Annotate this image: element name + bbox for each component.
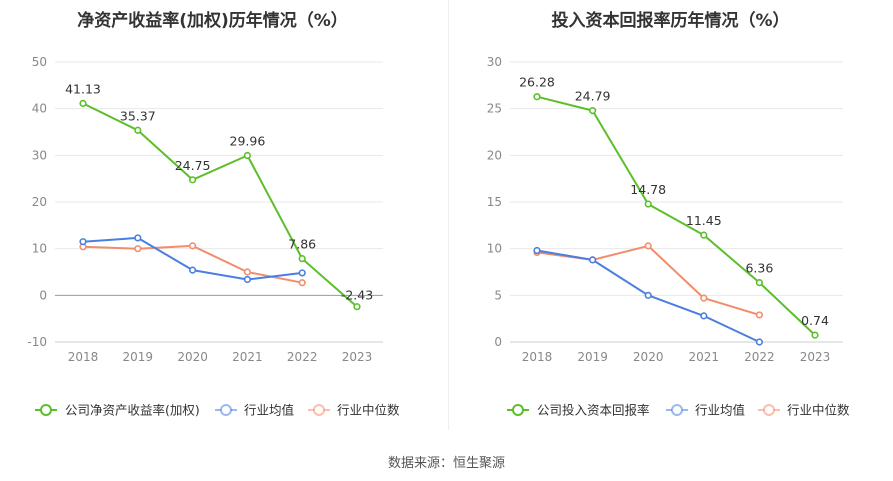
- data-label: 7.86: [288, 237, 316, 252]
- data-point: [298, 255, 306, 263]
- data-point: [243, 151, 251, 160]
- y-tick-label: 10: [32, 242, 47, 256]
- legend-label: 行业中位数: [787, 403, 850, 418]
- data-point: [79, 238, 87, 246]
- data-label: 0.74: [801, 313, 829, 328]
- data-point: [700, 312, 708, 320]
- x-tick-label: 2023: [800, 350, 831, 364]
- y-tick-label: 5: [494, 288, 502, 302]
- legend-label: 行业均值: [244, 403, 294, 418]
- data-point: [353, 303, 361, 311]
- data-point: [644, 200, 652, 208]
- data-point: [134, 126, 142, 134]
- legend-item-2: 行业中位数: [758, 403, 850, 418]
- chart-title-roic: 投入资本回报率历年情况（%）: [551, 11, 790, 31]
- data-label: 35.37: [120, 108, 156, 123]
- legend-item-2: 行业中位数: [308, 403, 400, 418]
- data-point: [644, 291, 652, 299]
- chart-0: -10 0 10 20 30 40 50 2018 2019 2020 2021 2022 2023 41…: [27, 55, 400, 418]
- data-point: [189, 242, 197, 250]
- data-point: [755, 338, 764, 346]
- chart-1: 0 5 10 15 20 25 30 2018 2019 2020 2021 2022 2023 26.2…: [487, 55, 850, 418]
- data-point: [134, 234, 142, 242]
- x-tick-label: 2019: [577, 350, 608, 364]
- data-point: [588, 107, 597, 115]
- legend-label: 行业均值: [695, 403, 745, 418]
- y-tick-label: 0: [39, 288, 47, 302]
- data-point: [298, 269, 306, 277]
- series-line-0: [536, 95, 816, 336]
- x-tick-label: 2021: [689, 350, 720, 364]
- chart-title-roe: 净资产收益率(加权)历年情况（%）: [77, 11, 348, 31]
- legend-marker-icon: [671, 404, 683, 416]
- series-line-0: [82, 102, 358, 308]
- y-tick-label: 20: [32, 195, 47, 209]
- legend-item-0: 公司投入资本回报率: [507, 403, 650, 418]
- x-tick-label: 2018: [522, 350, 553, 364]
- data-point: [243, 268, 251, 276]
- x-tick-label: 2020: [633, 350, 664, 364]
- x-tick-label: 2022: [744, 350, 775, 364]
- data-point: [700, 294, 708, 302]
- y-tick-label: 25: [487, 102, 502, 116]
- y-tick-label: 15: [487, 195, 502, 209]
- data-point: [134, 245, 142, 253]
- data-label: -2.43: [341, 288, 373, 303]
- legend-item-0: 公司净资产收益率(加权): [35, 403, 200, 418]
- data-label: 24.75: [175, 158, 211, 173]
- data-point: [298, 279, 306, 287]
- y-tick-label: 10: [487, 242, 502, 256]
- legend-marker-icon: [40, 404, 52, 416]
- data-point: [189, 176, 197, 184]
- data-label: 26.28: [519, 75, 555, 90]
- x-tick-label: 2018: [68, 350, 99, 364]
- data-label: 11.45: [686, 213, 722, 228]
- legend-label: 行业中位数: [337, 403, 400, 418]
- data-source-note: 数据来源：恒生聚源: [387, 456, 505, 471]
- data-point: [533, 93, 541, 101]
- legend-label: 公司净资产收益率(加权): [65, 403, 200, 418]
- x-tick-label: 2023: [342, 350, 373, 364]
- data-point: [755, 279, 764, 287]
- data-point: [755, 311, 764, 319]
- data-label: 14.78: [630, 182, 666, 197]
- legend-marker-icon: [763, 404, 775, 416]
- data-label: 6.36: [745, 261, 773, 276]
- data-label: 41.13: [65, 81, 101, 96]
- data-point: [811, 331, 819, 339]
- y-tick-label: 50: [32, 55, 47, 69]
- data-point: [533, 246, 541, 255]
- legend-item-1: 行业均值: [215, 403, 294, 418]
- legend-label: 公司投入资本回报率: [537, 403, 650, 418]
- data-point: [79, 99, 87, 107]
- legend-marker-icon: [220, 404, 232, 416]
- data-label: 29.96: [230, 134, 266, 149]
- data-point: [644, 242, 652, 250]
- data-label: 24.79: [575, 89, 611, 104]
- y-tick-label: 0: [494, 335, 502, 349]
- data-point: [243, 275, 251, 284]
- y-tick-label: 20: [487, 148, 502, 162]
- legend-marker-icon: [512, 404, 524, 416]
- y-tick-label: 40: [32, 102, 47, 116]
- legend-marker-icon: [313, 404, 325, 416]
- y-tick-label: -10: [27, 335, 47, 349]
- data-point: [588, 256, 597, 264]
- x-tick-label: 2021: [232, 350, 263, 364]
- panel-divider: [448, 0, 449, 430]
- data-point: [189, 266, 197, 274]
- y-tick-label: 30: [32, 148, 47, 162]
- legend-item-1: 行业均值: [666, 403, 745, 418]
- x-tick-label: 2019: [123, 350, 154, 364]
- x-tick-label: 2020: [177, 350, 208, 364]
- y-tick-label: 30: [487, 55, 502, 69]
- x-tick-label: 2022: [287, 350, 318, 364]
- data-point: [700, 231, 708, 239]
